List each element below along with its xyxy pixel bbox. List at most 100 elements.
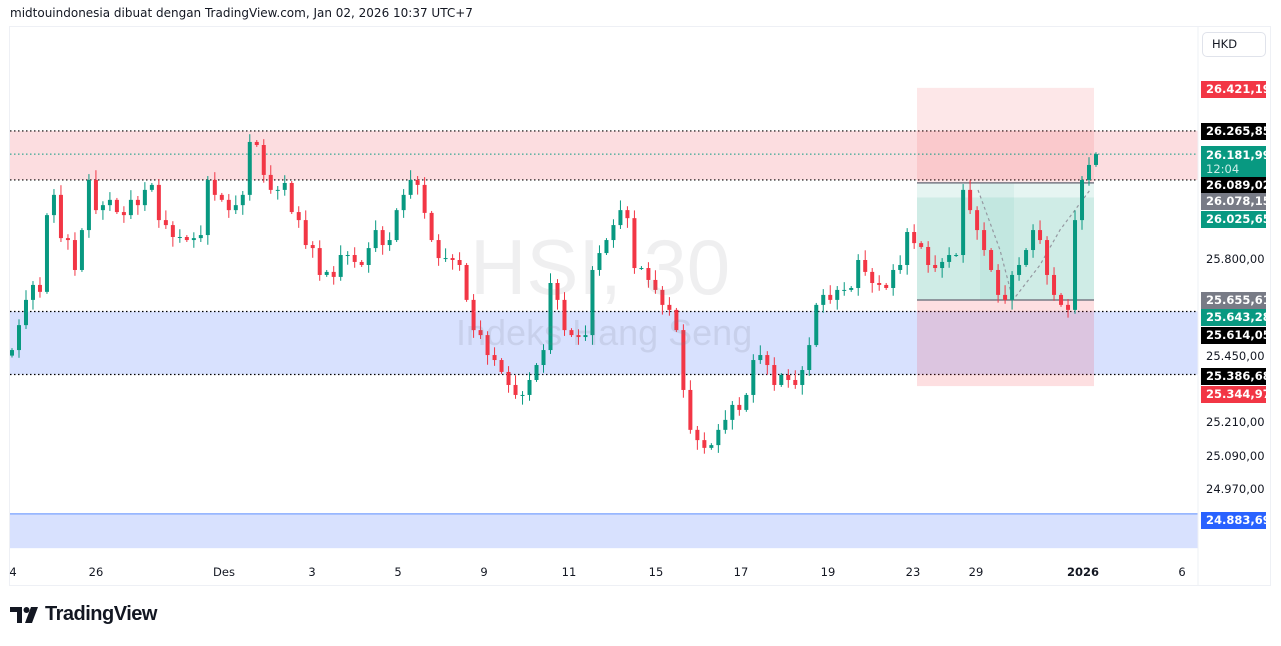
candle-up xyxy=(366,248,371,265)
candle-up xyxy=(842,289,847,291)
candle-up xyxy=(233,205,238,211)
candle-down xyxy=(674,309,679,331)
candle-up xyxy=(520,394,525,396)
candle-up xyxy=(44,215,49,292)
candle-up xyxy=(51,194,56,216)
candle-up xyxy=(247,141,252,195)
time-tick: 29 xyxy=(968,565,984,579)
candle-up xyxy=(604,240,609,254)
candle-down xyxy=(513,384,518,395)
price-label: 26.089,02 xyxy=(1201,176,1271,194)
candle-down xyxy=(135,199,140,206)
support-zone xyxy=(10,513,1198,549)
candle-up xyxy=(940,261,945,269)
candle-up xyxy=(142,189,147,206)
candle-down xyxy=(926,246,931,265)
candle-up xyxy=(1017,264,1022,275)
candle-down xyxy=(37,284,42,292)
price-tick: 25.800,00 xyxy=(1206,252,1265,266)
position-stop-zone-lower xyxy=(917,300,1094,387)
candle-up xyxy=(401,194,406,211)
candle-up xyxy=(240,194,245,206)
candle-down xyxy=(72,240,77,270)
candle-up xyxy=(639,268,644,270)
candle-down xyxy=(478,330,483,336)
candle-down xyxy=(989,250,994,270)
candle-down xyxy=(919,243,924,247)
candle-up xyxy=(1087,164,1092,180)
candle-down xyxy=(653,279,658,290)
candle-down xyxy=(156,184,161,221)
candle-up xyxy=(205,179,210,236)
candle-up xyxy=(149,184,154,190)
candle-up xyxy=(744,394,749,410)
candle-up xyxy=(723,419,728,430)
chart-attribution: midtouindonesia dibuat dengan TradingVie… xyxy=(10,6,473,20)
candle-up xyxy=(758,355,763,361)
candle-down xyxy=(450,258,455,260)
resistance-zone xyxy=(10,130,1198,180)
candle-down xyxy=(968,189,973,211)
candle-up xyxy=(198,235,203,239)
candle-up xyxy=(1031,230,1036,251)
candle-down xyxy=(422,184,427,213)
time-tick: 17 xyxy=(733,565,749,579)
candle-up xyxy=(527,379,532,395)
tradingview-logo[interactable]: TradingView xyxy=(10,603,157,626)
candle-down xyxy=(163,220,168,226)
candle-up xyxy=(954,255,959,257)
candle-down xyxy=(114,199,119,213)
candle-down xyxy=(499,360,504,372)
candle-up xyxy=(709,445,714,448)
price-label: 25.614,05 xyxy=(1201,326,1271,344)
currency-button[interactable]: HKD xyxy=(1202,32,1266,57)
tradingview-logo-icon xyxy=(10,606,38,623)
candle-down xyxy=(786,374,791,380)
candle-down xyxy=(996,269,1001,295)
chart-frame xyxy=(9,26,1271,586)
candle-up xyxy=(128,199,133,216)
price-label: 25.386,68 xyxy=(1201,367,1271,385)
price-label: 25.344,97 xyxy=(1201,385,1271,403)
candle-down xyxy=(506,371,511,385)
price-tick: 25.090,00 xyxy=(1206,448,1265,463)
time-tick: 5 xyxy=(394,565,402,579)
candle-down xyxy=(1066,304,1071,310)
candle-down xyxy=(765,355,770,366)
time-tick: 9 xyxy=(480,565,488,579)
candle-up xyxy=(86,179,91,231)
candle-down xyxy=(471,299,476,331)
price-label: 26.025,65 xyxy=(1201,210,1271,228)
candle-down xyxy=(457,260,462,265)
candle-up xyxy=(835,289,840,300)
candle-down xyxy=(863,260,868,272)
candle-down xyxy=(485,335,490,356)
candle-up xyxy=(373,230,378,249)
candle-down xyxy=(688,389,693,430)
candle-down xyxy=(555,282,560,300)
price-tick: 24.970,00 xyxy=(1206,481,1265,496)
candle-down xyxy=(415,179,420,185)
candle-up xyxy=(1094,154,1098,165)
candle-down xyxy=(121,212,126,216)
last-price-label: 26.181,99 12:04 xyxy=(1201,146,1271,177)
candle-up xyxy=(394,210,399,241)
support-zone xyxy=(10,311,1198,375)
candle-up xyxy=(947,255,952,262)
candle-down xyxy=(331,271,336,277)
candle-down xyxy=(877,282,882,285)
candle-up xyxy=(345,255,350,257)
time-tick: 19 xyxy=(820,565,836,579)
candle-down xyxy=(1038,230,1043,241)
price-label: 26.078,15 xyxy=(1201,192,1271,210)
candle-up xyxy=(905,232,910,265)
candle-up xyxy=(1024,250,1029,265)
candle-down xyxy=(464,264,469,300)
candle-down xyxy=(702,440,707,448)
candle-down xyxy=(261,145,266,175)
price-label: 25.643,28 xyxy=(1201,308,1271,326)
position-stop-zone-upper xyxy=(917,87,1094,183)
candle-up xyxy=(191,238,196,241)
candle-up xyxy=(324,271,329,275)
